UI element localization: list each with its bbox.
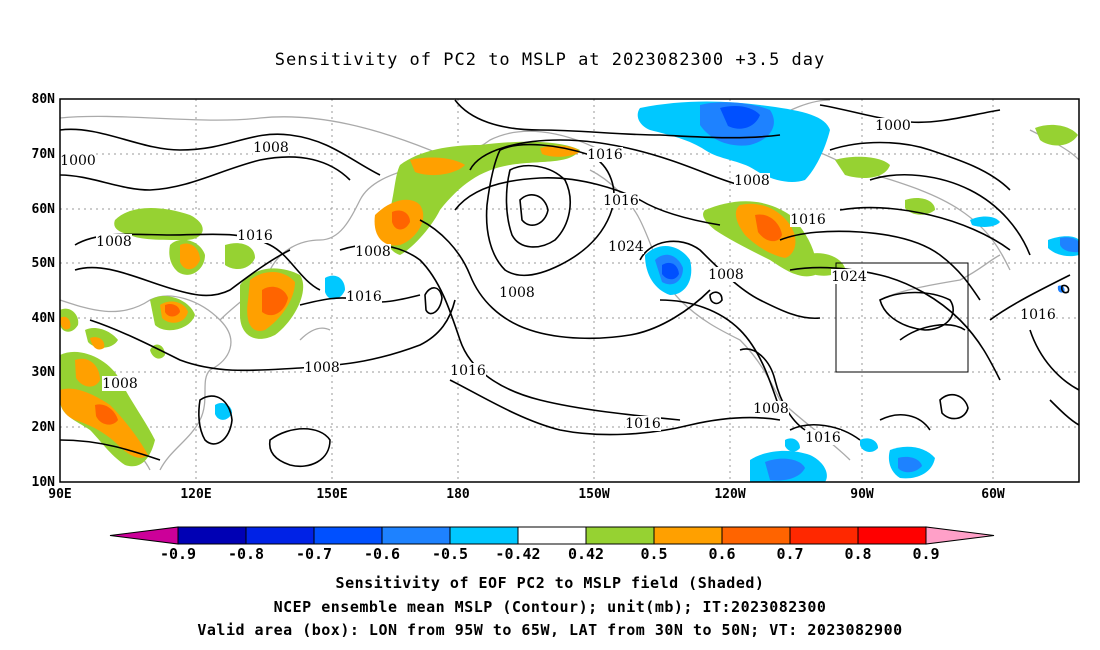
colorbar-segment (721, 526, 791, 545)
lon-tick-label: 90E (48, 487, 71, 502)
colorbar-label: -0.9 (160, 545, 196, 563)
contour-label: 1016 (790, 212, 826, 228)
contour-label: 1016 (450, 363, 486, 379)
lat-tick-label: 80N (32, 92, 56, 107)
contour-labels: 1000 1008 1008 1016 1008 1016 1008 1008 1016 1016… (60, 118, 1056, 446)
contour-label: 1008 (102, 376, 138, 392)
contour-label: 1016 (1020, 307, 1056, 323)
lat-tick-label: 60N (32, 202, 56, 217)
longitude-labels: 90E 120E 150E 180 150W 120W 90W 60W (48, 487, 1005, 502)
lat-tick-label: 30N (32, 365, 56, 380)
colorbar-segment (517, 526, 587, 545)
lat-tick-label: 20N (32, 420, 56, 435)
contour-label: 1000 (60, 153, 96, 169)
map-frame (59, 98, 1080, 483)
contour-label: 1008 (304, 360, 340, 376)
contour-label: 1000 (875, 118, 911, 134)
lon-tick-label: 90W (850, 487, 874, 502)
colorbar-segment (245, 526, 315, 545)
map-title: Sensitivity of PC2 to MSLP at 2023082300… (274, 50, 826, 70)
contour-label: 1024 (831, 269, 867, 285)
contour-label: 1016 (237, 228, 273, 244)
lat-tick-label: 10N (32, 475, 56, 490)
colorbar-label: -0.7 (296, 545, 332, 563)
lon-tick-label: 180 (446, 487, 470, 502)
contour-label: 1016 (603, 193, 639, 209)
contour-label: 1008 (753, 401, 789, 417)
valid-area-box (835, 262, 969, 373)
caption-line-2: NCEP ensemble mean MSLP (Contour); unit(… (273, 598, 827, 616)
colorbar-label: 0.6 (708, 545, 735, 563)
colorbar-segment (313, 526, 383, 545)
caption-line-3: Valid area (box): LON from 95W to 65W, L… (197, 621, 903, 639)
contour-label: 1008 (734, 173, 770, 189)
colorbar-label: 0.5 (640, 545, 667, 563)
contour-label: 1008 (499, 285, 535, 301)
colorbar-segment (653, 526, 723, 545)
colorbar-extend-low (109, 526, 179, 545)
contour-label: 1016 (805, 430, 841, 446)
colorbar-label: -0.8 (228, 545, 264, 563)
colorbar-segment (449, 526, 519, 545)
colorbar-label: -0.42 (495, 545, 540, 563)
lon-tick-label: 150E (316, 487, 347, 502)
colorbar-label: -0.5 (432, 545, 468, 563)
lon-tick-label: 60W (981, 487, 1005, 502)
colorbar-label: -0.6 (364, 545, 400, 563)
contour-label: 1024 (608, 239, 644, 255)
sensitivity-shading (59, 101, 1079, 482)
colorbar-label: 0.42 (568, 545, 604, 563)
lat-tick-label: 40N (32, 311, 56, 326)
contour-label: 1016 (587, 147, 623, 163)
colorbar-label: 0.9 (912, 545, 939, 563)
colorbar (109, 526, 995, 545)
contour-label: 1008 (96, 234, 132, 250)
colorbar-extend-high (925, 526, 995, 545)
contour-label: 1016 (625, 416, 661, 432)
lat-tick-label: 70N (32, 147, 56, 162)
contour-label: 1008 (708, 267, 744, 283)
colorbar-segment (177, 526, 247, 545)
contour-label: 1008 (253, 140, 289, 156)
contour-label: 1016 (346, 289, 382, 305)
lat-tick-label: 50N (32, 256, 56, 271)
colorbar-segment (585, 526, 655, 545)
lon-tick-label: 120W (714, 487, 745, 502)
lon-tick-label: 150W (578, 487, 609, 502)
colorbar-labels: -0.9 -0.8 -0.7 -0.6 -0.5 -0.42 0.42 0.5 0.6 0.7 0.… (160, 545, 940, 563)
latitude-labels: 80N 70N 60N 50N 40N 30N 20N 10N (32, 92, 56, 490)
colorbar-segment (789, 526, 859, 545)
contour-label: 1008 (355, 244, 391, 260)
colorbar-label: 0.8 (844, 545, 871, 563)
caption-line-1: Sensitivity of EOF PC2 to MSLP field (Sh… (335, 574, 765, 592)
lon-tick-label: 120E (180, 487, 211, 502)
colorbar-label: 0.7 (776, 545, 803, 563)
colorbar-segment (381, 526, 451, 545)
colorbar-segment (857, 526, 927, 545)
